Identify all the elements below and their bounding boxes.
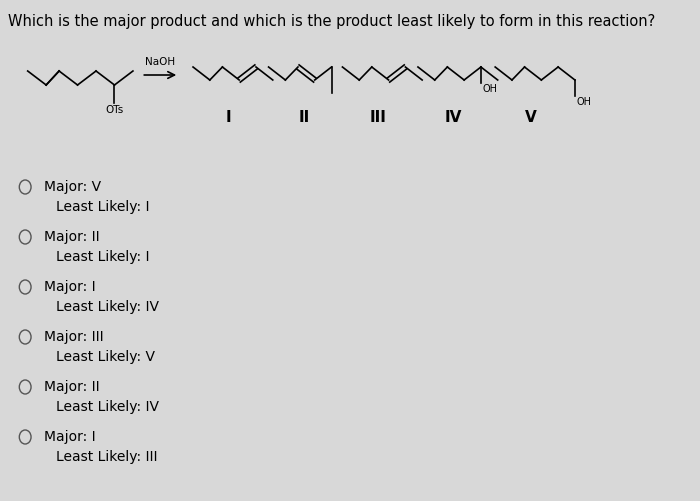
Text: III: III xyxy=(369,110,386,125)
Text: Major: I: Major: I xyxy=(43,280,95,294)
Text: Least Likely: I: Least Likely: I xyxy=(56,250,150,264)
Text: OH: OH xyxy=(482,84,498,94)
Text: Which is the major product and which is the product least likely to form in this: Which is the major product and which is … xyxy=(8,14,656,29)
Text: Least Likely: IV: Least Likely: IV xyxy=(56,300,159,314)
Text: Least Likely: I: Least Likely: I xyxy=(56,200,150,214)
Text: II: II xyxy=(298,110,309,125)
Text: Major: II: Major: II xyxy=(43,230,99,244)
Text: OTs: OTs xyxy=(106,105,124,115)
Text: Major: I: Major: I xyxy=(43,430,95,444)
Text: Least Likely: III: Least Likely: III xyxy=(56,450,158,464)
Text: NaOH: NaOH xyxy=(145,57,175,67)
Text: Major: V: Major: V xyxy=(43,180,101,194)
Text: Least Likely: V: Least Likely: V xyxy=(56,350,155,364)
Text: Major: III: Major: III xyxy=(43,330,104,344)
Text: OH: OH xyxy=(577,97,592,107)
Text: Least Likely: IV: Least Likely: IV xyxy=(56,400,159,414)
Text: IV: IV xyxy=(444,110,462,125)
Text: V: V xyxy=(524,110,536,125)
Text: Major: II: Major: II xyxy=(43,380,99,394)
Text: I: I xyxy=(225,110,231,125)
